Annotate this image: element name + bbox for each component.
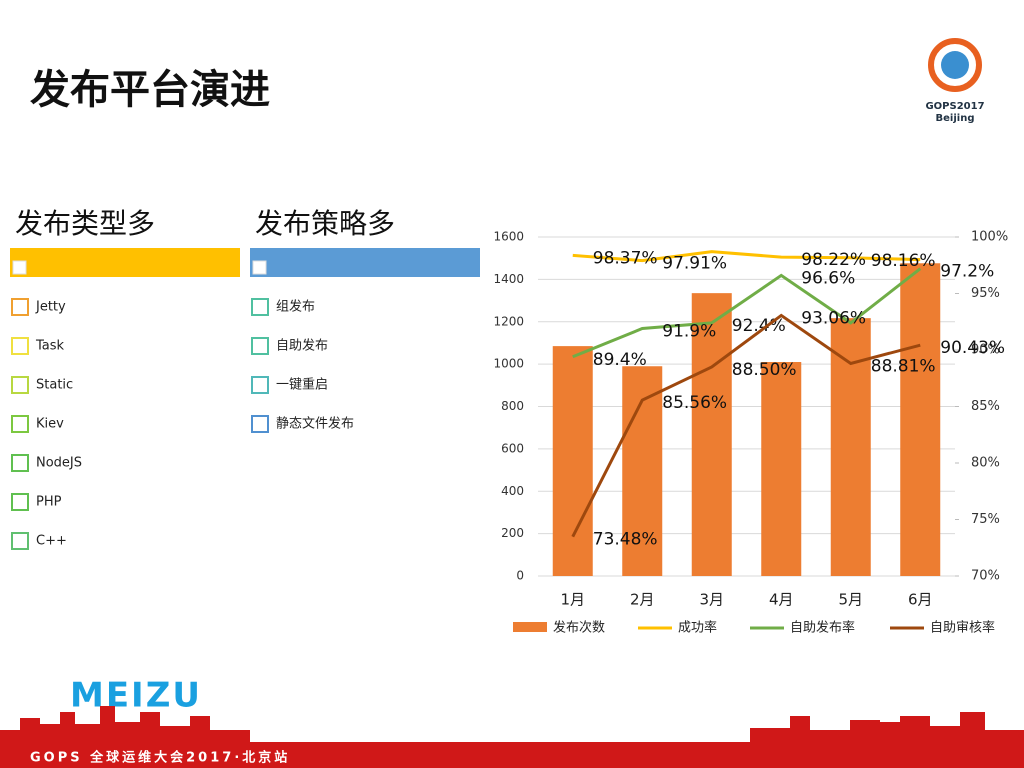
value-label: 73.48% <box>593 530 658 550</box>
item-box <box>11 298 29 316</box>
y-tick-label: 1600 <box>493 230 524 244</box>
list-item: 组发布 <box>276 299 315 315</box>
value-label: 98.22% <box>801 250 866 270</box>
list-item: Static <box>36 378 73 393</box>
item-box <box>251 376 269 394</box>
item-box <box>251 337 269 355</box>
bar <box>900 263 941 576</box>
y-tick-label: 1000 <box>493 357 524 371</box>
x-tick-label: 4月 <box>769 591 794 609</box>
y-tick-label: 1400 <box>493 272 524 286</box>
brand: MEIZU <box>70 676 202 716</box>
y2-tick-label: 100% <box>971 230 1008 245</box>
list-item: Task <box>35 339 65 354</box>
logo-text: GOPS2017 <box>925 101 984 112</box>
line <box>572 250 921 263</box>
list-item: Kiev <box>36 417 64 432</box>
item-box <box>251 298 269 316</box>
x-tick-label: 5月 <box>838 591 863 609</box>
list-header-box <box>252 260 267 275</box>
list-header-bar <box>250 248 480 277</box>
logo-ring <box>928 38 982 92</box>
skyline <box>0 706 1024 768</box>
legend-label: 成功率 <box>678 620 717 636</box>
list-item: PHP <box>36 495 62 510</box>
list-item: NodeJS <box>36 456 82 471</box>
value-label: 90.43% <box>940 338 1005 358</box>
y2-tick-label: 80% <box>971 456 1000 471</box>
item-box <box>11 376 29 394</box>
item-box <box>11 337 29 355</box>
x-tick-label: 6月 <box>908 591 933 609</box>
list-item: C++ <box>36 534 67 549</box>
value-label: 96.6% <box>801 268 855 288</box>
y2-tick-label: 75% <box>971 512 1000 527</box>
y2-tick-label: 85% <box>971 399 1000 414</box>
event-name: GOPS 全球运维大会2017·北京站 <box>30 750 290 766</box>
value-label: 88.50% <box>732 360 797 380</box>
y-tick-label: 400 <box>501 484 524 498</box>
logo-core <box>941 51 969 79</box>
y2-tick-label: 90% <box>971 343 1000 358</box>
item-box <box>11 493 29 511</box>
value-label: 85.56% <box>662 393 727 413</box>
slide-title: 发布平台演进 <box>30 67 270 113</box>
value-label: 88.81% <box>871 356 936 376</box>
value-label: 97.2% <box>940 262 994 282</box>
value-label: 91.9% <box>662 322 716 342</box>
line <box>571 313 921 538</box>
x-tick-label: 1月 <box>560 591 585 609</box>
list-item: Jetty <box>35 300 66 315</box>
item-box <box>11 415 29 433</box>
value-label: 93.06% <box>801 308 866 328</box>
list-header-bar <box>10 248 240 277</box>
x-tick-label: 2月 <box>630 591 655 609</box>
list-item: 静态文件发布 <box>276 416 354 432</box>
value-label: 97.91% <box>662 254 727 274</box>
y-tick-label: 200 <box>501 526 524 540</box>
line <box>572 267 922 359</box>
legend-swatch <box>513 622 547 632</box>
value-label: 98.16% <box>871 251 936 271</box>
y-tick-label: 1200 <box>493 314 524 328</box>
item-box <box>11 532 29 550</box>
y-tick-label: 600 <box>501 441 524 455</box>
bar <box>691 293 732 576</box>
item-box <box>11 454 29 472</box>
y2-tick-label: 70% <box>971 569 1000 584</box>
legend-label: 发布次数 <box>553 620 605 636</box>
item-box <box>251 415 269 433</box>
y-tick-label: 800 <box>501 399 524 413</box>
list-header-box <box>12 260 27 275</box>
y2-tick-label: 95% <box>971 286 1000 301</box>
value-label: 98.37% <box>593 248 658 268</box>
bar <box>761 362 802 576</box>
list-item: 一键重启 <box>276 377 328 393</box>
list-title: 发布类型多 <box>15 207 155 240</box>
bar <box>552 346 593 576</box>
list-item: 自助发布 <box>276 338 328 354</box>
logo-text: Beijing <box>936 113 975 124</box>
x-tick-label: 3月 <box>699 591 724 609</box>
list-title: 发布策略多 <box>255 207 395 240</box>
y-tick-label: 0 <box>516 569 524 583</box>
bar <box>830 318 871 576</box>
value-label: 89.4% <box>593 350 647 370</box>
skyline <box>750 712 1024 742</box>
legend-label: 自助审核率 <box>930 620 995 636</box>
legend-label: 自助发布率 <box>790 620 855 636</box>
